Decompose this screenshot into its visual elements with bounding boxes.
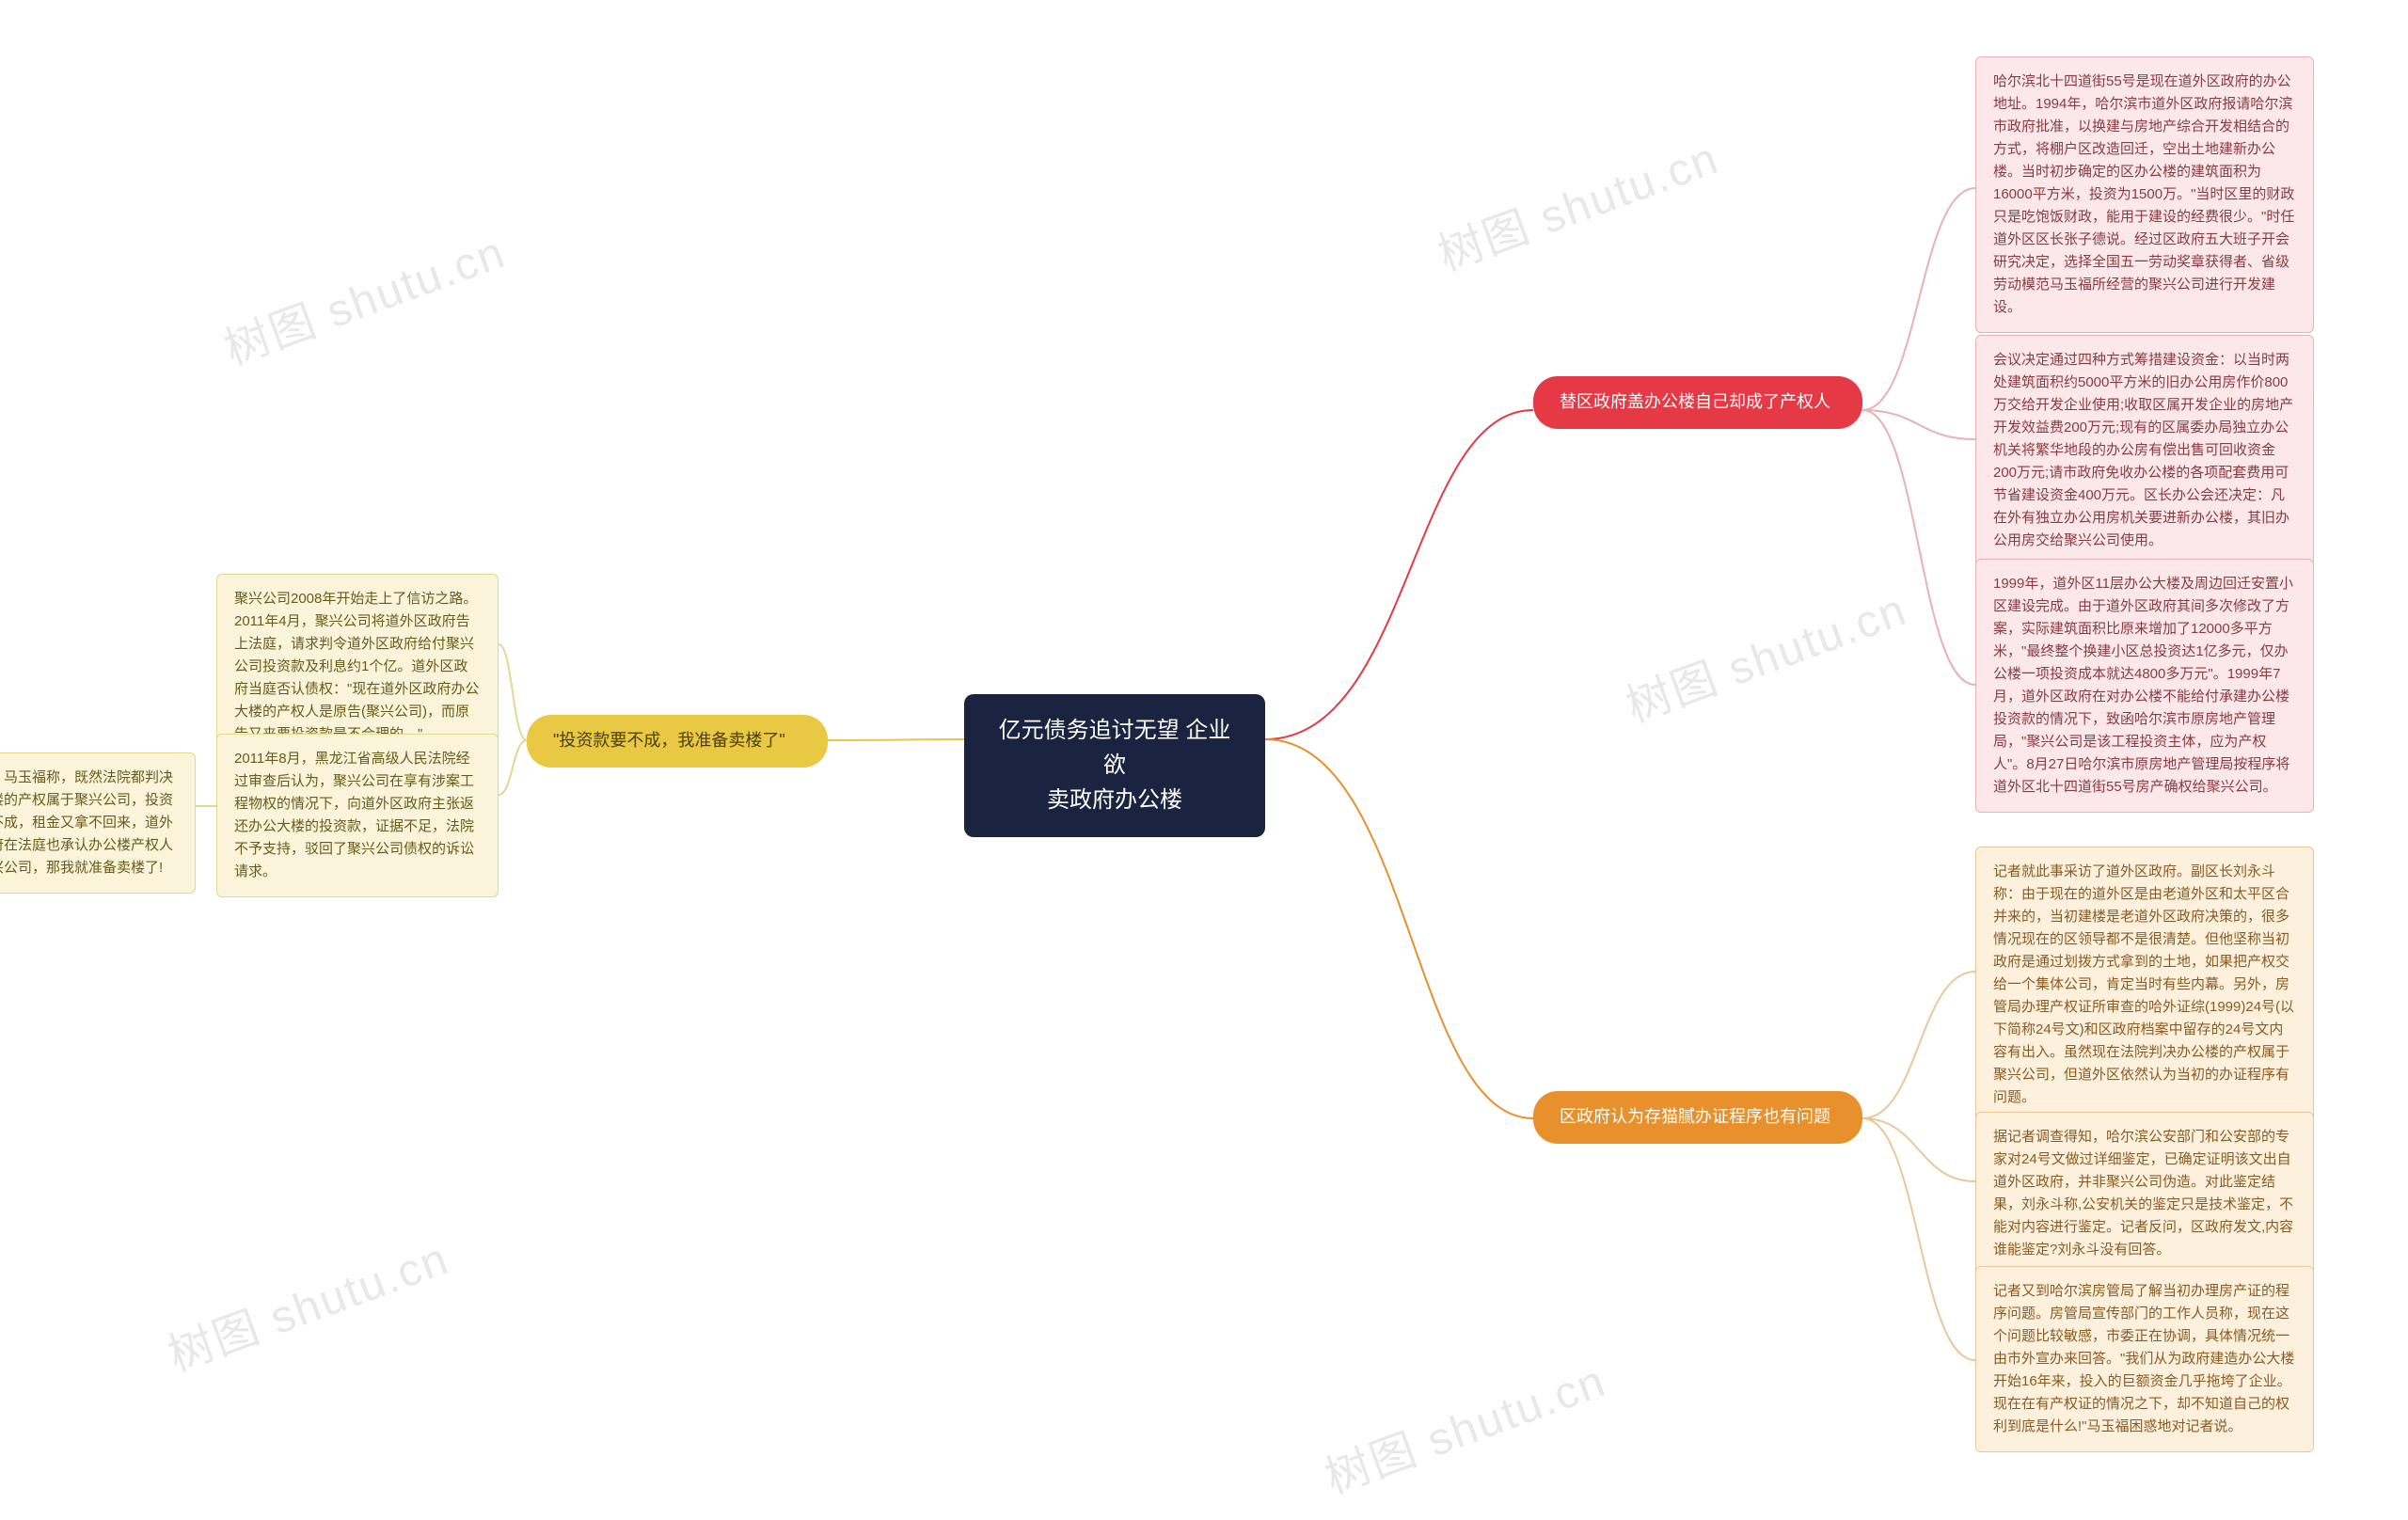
- watermark: 树图 shutu.cn: [1615, 573, 1914, 736]
- leaf-node[interactable]: 据此，马玉福称，既然法院都判决办公楼的产权属于聚兴公司，投资款要不成，租金又拿不…: [0, 752, 196, 894]
- watermark: 树图 shutu.cn: [1314, 1344, 1613, 1507]
- watermark: 树图 shutu.cn: [157, 1222, 456, 1385]
- leaf-node[interactable]: 1999年，道外区11层办公大楼及周边回迁安置小区建设完成。由于道外区政府其间多…: [1975, 559, 2314, 813]
- edge-center-b2: [1265, 739, 1533, 1118]
- leaf-node[interactable]: 记者就此事采访了道外区政府。副区长刘永斗称：由于现在的道外区是由老道外区和太平区…: [1975, 847, 2314, 1123]
- edge-b2-l1: [1862, 972, 1975, 1118]
- center-node[interactable]: 亿元债务追讨无望 企业欲卖政府办公楼: [964, 694, 1265, 837]
- watermark: 树图 shutu.cn: [214, 215, 513, 378]
- edge-center-b3: [828, 739, 964, 740]
- leaf-node[interactable]: 2011年8月，黑龙江省高级人民法院经过审查后认为，聚兴公司在享有涉案工程物权的…: [216, 734, 499, 897]
- branch-node-b1[interactable]: 替区政府盖办公楼自己却成了产权人: [1533, 376, 1862, 429]
- edge-b1-l1: [1862, 188, 1975, 410]
- leaf-node[interactable]: 聚兴公司2008年开始走上了信访之路。2011年4月，聚兴公司将道外区政府告上法…: [216, 574, 499, 760]
- leaf-node[interactable]: 哈尔滨北十四道街55号是现在道外区政府的办公地址。1994年，哈尔滨市道外区政府…: [1975, 56, 2314, 333]
- edge-b3-l1: [499, 644, 527, 740]
- edge-center-b1: [1265, 410, 1533, 739]
- leaf-node[interactable]: 记者又到哈尔滨房管局了解当初办理房产证的程序问题。房管局宣传部门的工作人员称，现…: [1975, 1266, 2314, 1452]
- branch-node-b2[interactable]: 区政府认为存猫腻办证程序也有问题: [1533, 1091, 1862, 1144]
- leaf-node[interactable]: 据记者调查得知，哈尔滨公安部门和公安部的专家对24号文做过详细鉴定，已确定证明该…: [1975, 1112, 2314, 1275]
- edge-b1-l2: [1862, 410, 1975, 439]
- edge-b3-l2: [499, 740, 527, 795]
- leaf-node[interactable]: 会议决定通过四种方式筹措建设资金：以当时两处建筑面积约5000平方米的旧办公用房…: [1975, 335, 2314, 566]
- edge-b2-l3: [1862, 1118, 1975, 1360]
- watermark: 树图 shutu.cn: [1427, 121, 1726, 284]
- edge-b1-l3: [1862, 410, 1975, 685]
- branch-node-b3[interactable]: "投资款要不成，我准备卖楼了": [527, 715, 828, 768]
- edge-b2-l2: [1862, 1118, 1975, 1181]
